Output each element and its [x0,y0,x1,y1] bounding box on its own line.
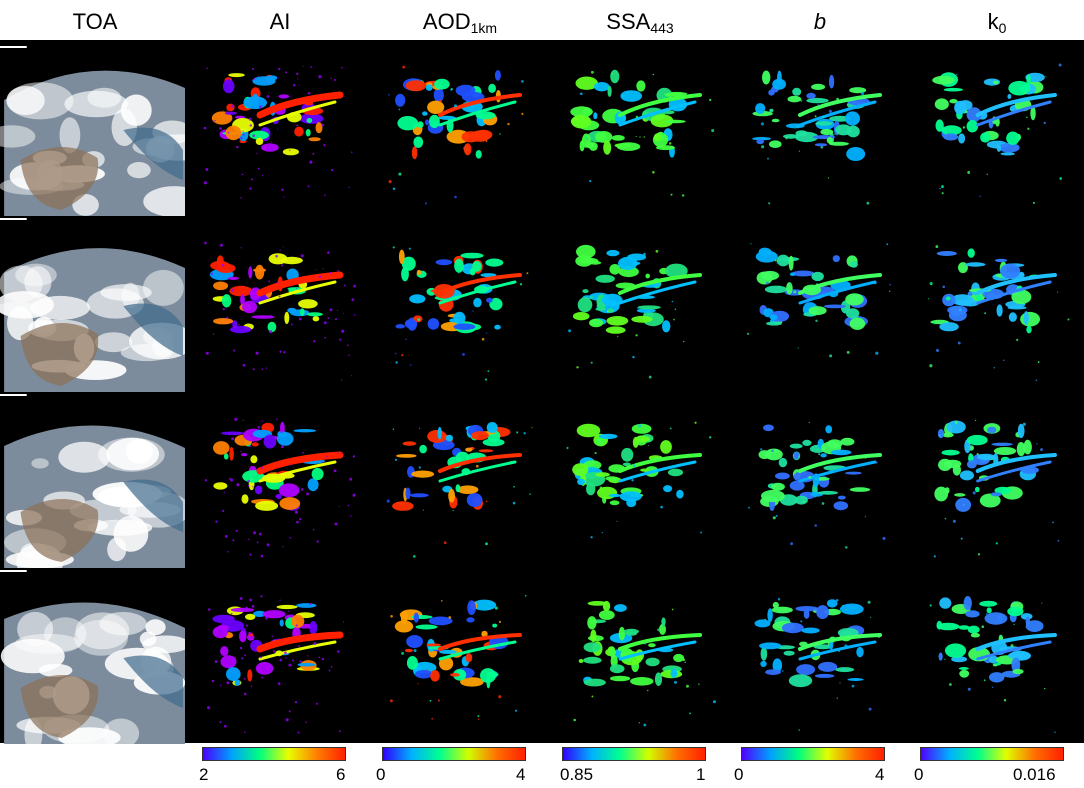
header-aod: AOD1km [422,9,498,36]
ssa-image-row-4 [550,568,730,744]
aod-image-row-4 [370,568,550,744]
colorbar-k0-max: 0.016 [1013,765,1056,784]
colorbar-aod-min: 0 [376,765,386,784]
colorbar-ai [202,747,346,761]
b-image-row-3 [730,392,910,568]
colorbar-ai-min: 2 [199,765,209,784]
b-image-row-4 [730,568,910,744]
toa-image-row-3 [0,392,185,568]
aod-image-row-3 [370,392,550,568]
header-ai: AI [269,9,291,34]
toa-image-row-2 [0,216,185,392]
colorbar-ssa-max: 1 [696,765,706,784]
header-toa: TOA [72,9,118,34]
image-grid [0,40,1084,744]
b-image-row-2 [730,216,910,392]
colorbar-k0-min: 0 [914,765,924,784]
ssa-image-row-2 [550,216,730,392]
colorbar-k0 [920,747,1064,761]
ai-image-row-3 [190,392,370,568]
aod-image-row-2 [370,216,550,392]
ssa-image-row-1 [550,40,730,216]
ssa-image-row-3 [550,392,730,568]
header-ssa: SSA443 [606,9,674,36]
k0-image-row-1 [910,40,1084,216]
ai-image-row-2 [190,216,370,392]
colorbar-aod-max: 4 [516,765,526,784]
header-k0: k0 [987,9,1007,36]
colorbar-b-max: 4 [875,765,885,784]
header-b: b [813,9,827,34]
k0-image-row-3 [910,392,1084,568]
colorbar-aod [382,747,526,761]
b-image-row-1 [730,40,910,216]
colorbar-ssa [562,747,706,761]
k0-image-row-2 [910,216,1084,392]
ai-image-row-1 [190,40,370,216]
toa-image-row-1 [0,40,185,216]
colorbar-ai-max: 6 [336,765,346,784]
k0-image-row-4 [910,568,1084,744]
ai-image-row-4 [190,568,370,744]
aod-image-row-1 [370,40,550,216]
colorbar-ssa-min: 0.85 [560,765,594,784]
colorbar-b-min: 0 [734,765,744,784]
toa-image-row-4 [0,568,185,744]
colorbar-b [741,747,885,761]
